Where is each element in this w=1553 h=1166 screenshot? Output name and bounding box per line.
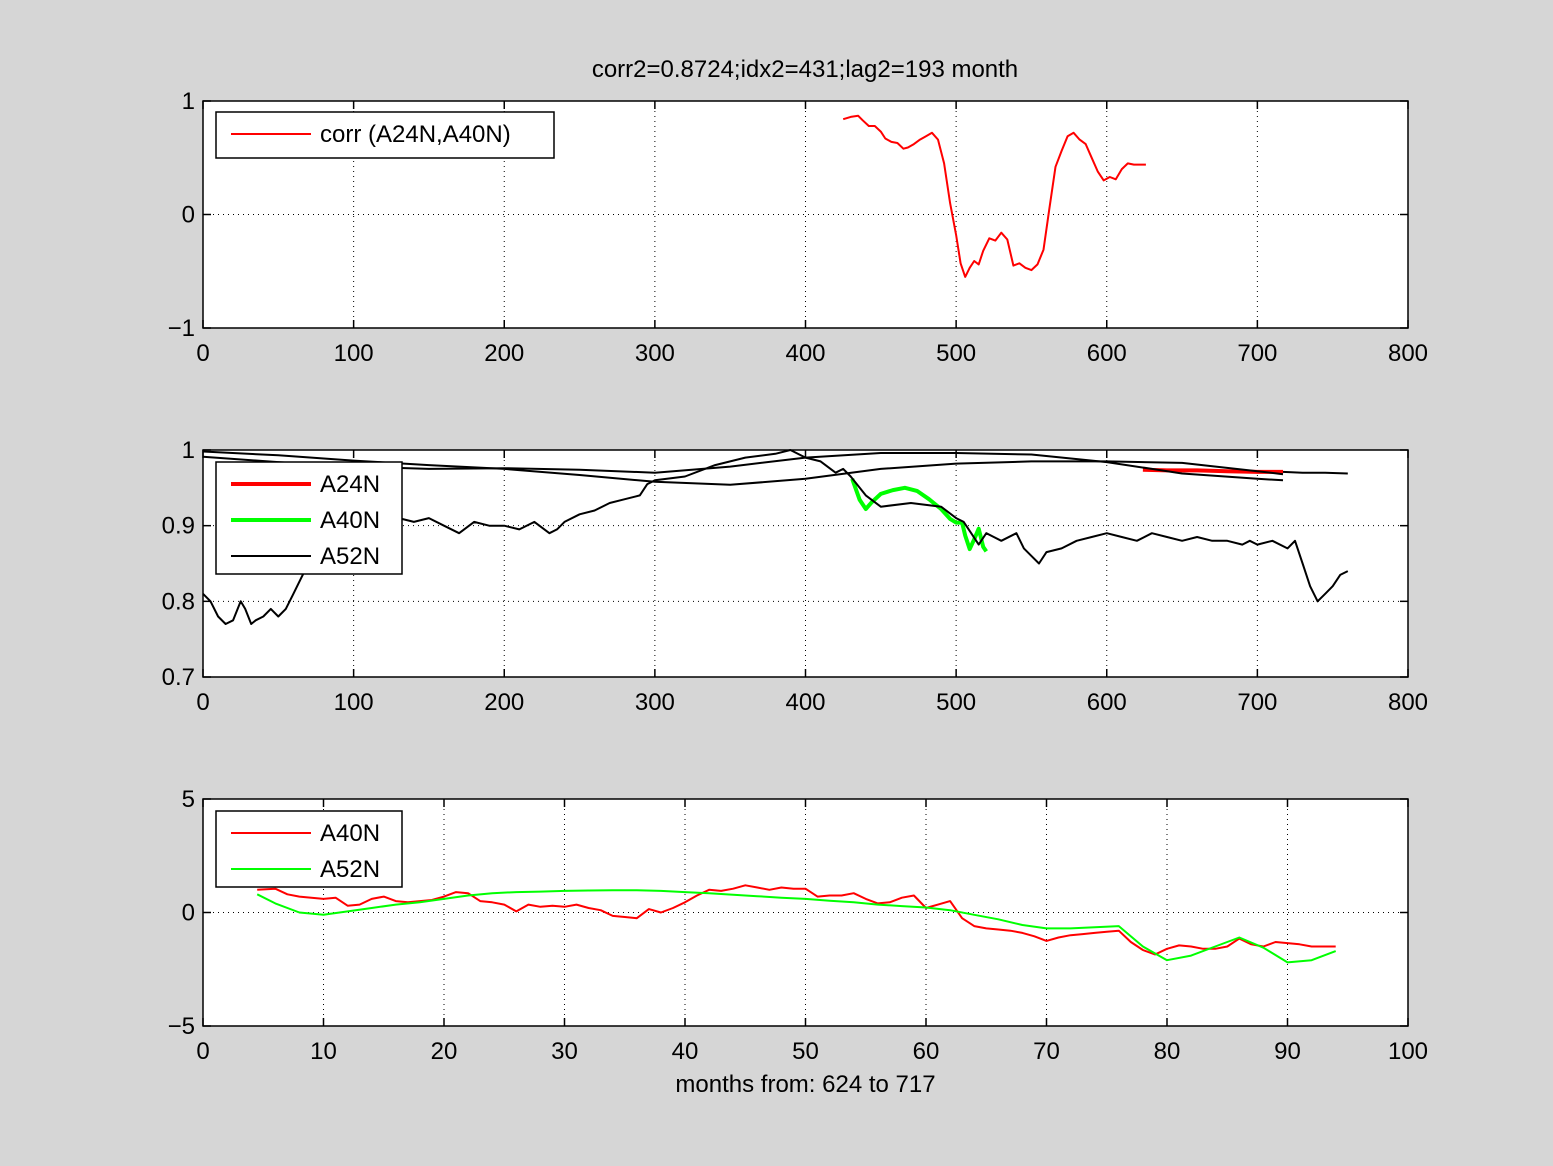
- legend-label: A24N: [320, 471, 380, 498]
- x-tick-label: 40: [672, 1038, 699, 1065]
- x-tick-label: 100: [334, 689, 374, 716]
- series-line: [1282, 470, 1348, 475]
- x-tick-label: 800: [1388, 689, 1428, 716]
- x-tick-label: 0: [196, 1038, 209, 1065]
- x-tick-label: 100: [1388, 1038, 1428, 1065]
- x-tick-label: 100: [334, 340, 374, 367]
- x-tick-label: 300: [635, 340, 675, 367]
- legend: A40N A52N: [215, 810, 403, 888]
- legend: corr (A24N,A40N): [215, 111, 555, 159]
- x-tick-label: 500: [936, 689, 976, 716]
- x-tick-label: 500: [936, 340, 976, 367]
- x-tick-label: 800: [1388, 340, 1428, 367]
- x-tick-label: 10: [310, 1038, 337, 1065]
- legend: A24N A40N A52N: [215, 461, 403, 575]
- x-tick-label: 700: [1237, 340, 1277, 367]
- y-tick-label: 0.8: [162, 588, 195, 615]
- figure-title: corr2=0.8724;idx2=431;lag2=193 month: [592, 56, 1018, 83]
- y-tick-label: 0.7: [162, 664, 195, 691]
- x-tick-label: 400: [785, 689, 825, 716]
- y-tick-label: 0: [182, 202, 195, 229]
- plot-area: [203, 450, 1408, 677]
- y-tick-label: −1: [168, 315, 195, 342]
- series-line-a52n: [256, 889, 1337, 964]
- legend-label: A52N: [320, 543, 380, 570]
- x-tick-label: 30: [551, 1038, 578, 1065]
- legend-label: A40N: [320, 820, 380, 847]
- x-tick-label: 700: [1237, 689, 1277, 716]
- y-tick-label: 0.9: [162, 513, 195, 540]
- legend-box: [215, 810, 403, 888]
- y-tick-label: 1: [182, 437, 195, 464]
- x-tick-label: 90: [1274, 1038, 1301, 1065]
- x-tick-label: 20: [431, 1038, 458, 1065]
- x-tick-label: 200: [484, 689, 524, 716]
- x-tick-label: 200: [484, 340, 524, 367]
- x-tick-label: 600: [1087, 689, 1127, 716]
- x-tick-label: 60: [913, 1038, 940, 1065]
- x-tick-label: 50: [792, 1038, 819, 1065]
- y-tick-label: 0: [182, 900, 195, 927]
- x-tick-label: 600: [1087, 340, 1127, 367]
- y-tick-label: 1: [182, 88, 195, 115]
- legend-label: A40N: [320, 507, 380, 534]
- x-axis-label: months from: 624 to 717: [675, 1071, 935, 1098]
- x-tick-label: 0: [196, 689, 209, 716]
- y-tick-label: 5: [182, 786, 195, 813]
- y-tick-label: −5: [168, 1013, 195, 1040]
- legend-label: A52N: [320, 856, 380, 883]
- x-tick-label: 400: [785, 340, 825, 367]
- x-tick-label: 80: [1154, 1038, 1181, 1065]
- x-tick-label: 70: [1033, 1038, 1060, 1065]
- x-tick-label: 0: [196, 340, 209, 367]
- x-tick-label: 300: [635, 689, 675, 716]
- legend-label: corr (A24N,A40N): [320, 121, 511, 148]
- series-line-corr-a24n-a40n-: [842, 114, 1146, 278]
- indices-plot: 0 100 200 300 400 500 600 700 8000.70.80.91A24NA…: [162, 437, 1428, 716]
